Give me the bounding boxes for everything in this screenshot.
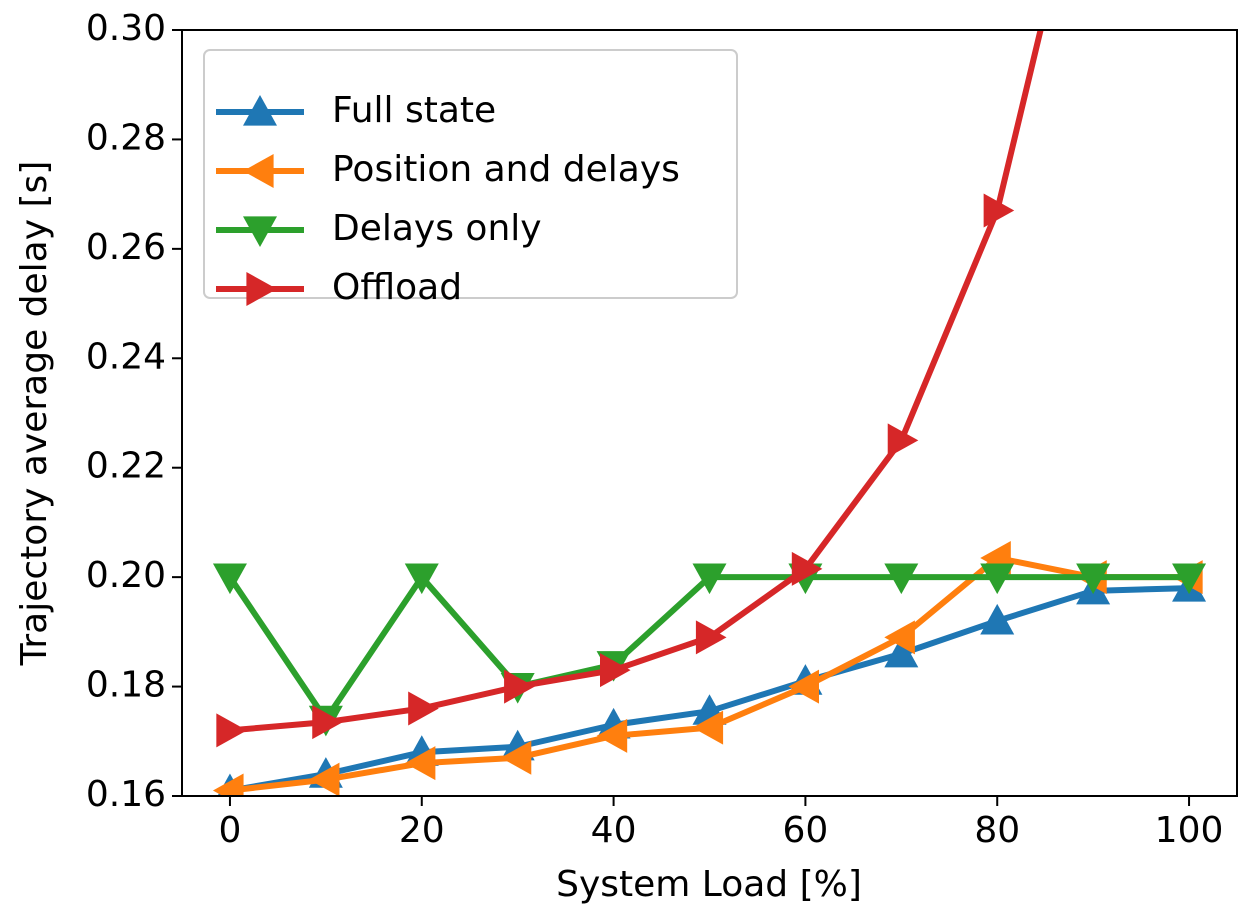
marker [692,563,727,595]
legend-label: Position and delays [332,149,680,190]
y-tick-label: 0.30 [86,8,166,49]
marker [312,705,343,740]
axes-frame [181,29,1238,797]
marker [1172,563,1207,595]
series-line [229,585,1190,794]
marker [599,653,631,688]
legend-box [203,49,738,299]
marker [884,563,919,595]
y-tick-label: 0.22 [86,446,166,487]
marker [308,762,340,796]
x-tick-label: 80 [974,810,1020,851]
marker [791,551,823,586]
marker [887,423,919,458]
y-tick-label: 0.26 [86,227,166,268]
marker [692,710,724,745]
marker [596,718,628,753]
y-tick-label: 0.18 [86,665,166,706]
legend-marker [243,95,277,126]
y-tick-label: 0.28 [86,117,166,158]
marker [1076,563,1111,595]
marker [212,563,247,595]
x-tick-label: 20 [399,810,445,851]
y-tick-label: 0.16 [86,774,166,815]
y-axis-label: Trajectory average delay [s] [14,161,55,667]
y-tick-label: 0.24 [86,336,166,377]
legend-marker [243,216,277,247]
marker [788,669,820,704]
x-tick-label: 60 [783,810,829,851]
marker [695,620,727,655]
marker [404,563,439,595]
marker [212,773,244,796]
x-tick-label: 100 [1155,810,1224,851]
legend-marker [243,154,274,188]
legend-marker [246,272,277,306]
marker [884,620,915,655]
marker [884,636,919,668]
legend-label: Delays only [332,208,542,249]
marker [504,669,535,704]
marker [408,691,439,726]
x-tick-label: 0 [219,810,242,851]
plot-area [212,30,1207,796]
marker [980,563,1015,595]
marker [983,193,1015,228]
marker [500,740,532,775]
legend-label: Offload [332,267,462,308]
x-axis-label: System Load [%] [556,864,862,905]
marker [216,713,247,748]
x-tick-label: 40 [591,810,637,851]
y-tick-label: 0.20 [86,555,166,596]
marker [980,603,1015,635]
marker [404,746,436,781]
legend-label: Full state [332,90,496,131]
